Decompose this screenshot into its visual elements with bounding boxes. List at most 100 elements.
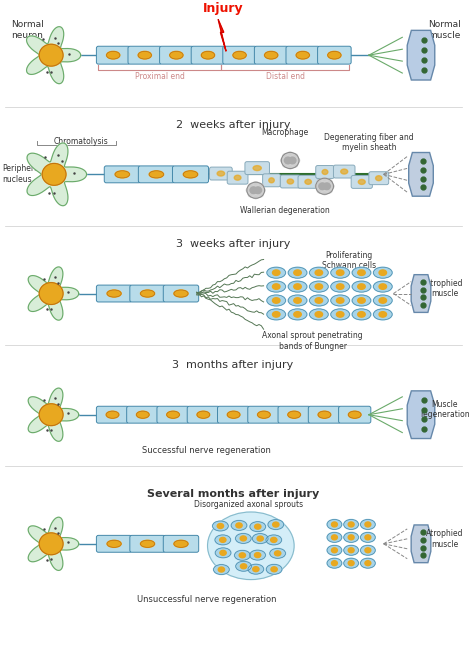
Ellipse shape — [288, 281, 307, 292]
FancyBboxPatch shape — [333, 165, 355, 178]
Polygon shape — [409, 153, 433, 196]
Ellipse shape — [39, 44, 63, 66]
Ellipse shape — [374, 281, 392, 292]
Ellipse shape — [318, 190, 320, 192]
Ellipse shape — [260, 184, 263, 186]
Ellipse shape — [217, 171, 225, 176]
Text: Peripheral
nucleus: Peripheral nucleus — [2, 165, 41, 184]
Ellipse shape — [331, 267, 349, 278]
Ellipse shape — [246, 189, 249, 192]
Polygon shape — [27, 143, 87, 206]
Ellipse shape — [266, 535, 282, 545]
Ellipse shape — [138, 52, 152, 59]
Ellipse shape — [250, 522, 265, 531]
FancyBboxPatch shape — [286, 46, 319, 64]
Ellipse shape — [107, 52, 120, 59]
Ellipse shape — [319, 183, 326, 190]
Text: Wallerian degeneration: Wallerian degeneration — [240, 206, 330, 215]
Ellipse shape — [337, 311, 344, 317]
Ellipse shape — [208, 512, 294, 580]
Ellipse shape — [239, 553, 246, 558]
Ellipse shape — [331, 522, 337, 527]
Ellipse shape — [167, 411, 180, 418]
Polygon shape — [28, 267, 79, 320]
Text: Normal
neuron: Normal neuron — [11, 20, 44, 40]
Text: Proliferating
Schwann cells: Proliferating Schwann cells — [322, 251, 376, 270]
Ellipse shape — [289, 152, 292, 155]
Ellipse shape — [288, 267, 307, 278]
Ellipse shape — [310, 267, 328, 278]
Ellipse shape — [341, 169, 348, 174]
Ellipse shape — [315, 297, 323, 303]
FancyBboxPatch shape — [351, 175, 373, 188]
Ellipse shape — [39, 404, 63, 426]
Ellipse shape — [310, 281, 328, 292]
FancyBboxPatch shape — [369, 172, 389, 184]
Ellipse shape — [266, 564, 282, 574]
FancyBboxPatch shape — [128, 46, 162, 64]
Ellipse shape — [331, 281, 349, 292]
Ellipse shape — [271, 537, 277, 543]
Ellipse shape — [323, 183, 330, 190]
Text: Muscle
regeneration: Muscle regeneration — [420, 400, 469, 420]
Ellipse shape — [331, 548, 337, 553]
Ellipse shape — [149, 171, 164, 178]
Ellipse shape — [352, 295, 371, 306]
Ellipse shape — [331, 535, 337, 540]
FancyBboxPatch shape — [163, 535, 199, 552]
Text: Axonal sprout penetrating
bands of Bungner: Axonal sprout penetrating bands of Bungn… — [263, 331, 363, 351]
FancyBboxPatch shape — [163, 285, 199, 302]
Text: Macrophage: Macrophage — [262, 128, 309, 137]
Text: Distal end: Distal end — [266, 72, 305, 81]
Ellipse shape — [344, 558, 358, 568]
FancyBboxPatch shape — [280, 175, 301, 188]
Ellipse shape — [352, 309, 371, 320]
Ellipse shape — [344, 520, 358, 529]
Ellipse shape — [267, 309, 286, 320]
Ellipse shape — [219, 537, 226, 543]
Ellipse shape — [337, 297, 344, 303]
Polygon shape — [28, 388, 79, 442]
Text: Successful nerve regeneration: Successful nerve regeneration — [142, 446, 271, 455]
Ellipse shape — [294, 297, 301, 303]
FancyBboxPatch shape — [278, 407, 310, 423]
Ellipse shape — [331, 295, 349, 306]
Ellipse shape — [253, 566, 259, 572]
Ellipse shape — [257, 411, 270, 418]
Ellipse shape — [217, 524, 224, 528]
FancyBboxPatch shape — [318, 46, 351, 64]
Ellipse shape — [348, 561, 354, 566]
Ellipse shape — [115, 171, 129, 178]
Polygon shape — [407, 391, 435, 438]
Ellipse shape — [283, 154, 286, 157]
Ellipse shape — [281, 153, 299, 169]
FancyBboxPatch shape — [104, 166, 140, 183]
Ellipse shape — [310, 309, 328, 320]
Ellipse shape — [183, 171, 198, 178]
Ellipse shape — [305, 179, 311, 184]
Polygon shape — [28, 517, 79, 570]
Text: Several months after injury: Several months after injury — [147, 489, 319, 499]
Ellipse shape — [236, 561, 252, 571]
Ellipse shape — [269, 178, 274, 183]
Ellipse shape — [267, 267, 286, 278]
Ellipse shape — [234, 175, 241, 180]
FancyBboxPatch shape — [138, 166, 174, 183]
Ellipse shape — [294, 270, 301, 276]
Ellipse shape — [361, 532, 375, 542]
Ellipse shape — [288, 411, 301, 418]
Polygon shape — [411, 525, 431, 563]
Ellipse shape — [247, 182, 264, 198]
Text: 3  months after injury: 3 months after injury — [173, 360, 294, 370]
Ellipse shape — [327, 558, 342, 568]
Ellipse shape — [358, 284, 365, 290]
FancyBboxPatch shape — [160, 46, 193, 64]
Ellipse shape — [273, 270, 280, 276]
FancyBboxPatch shape — [127, 407, 159, 423]
Ellipse shape — [318, 180, 320, 182]
Polygon shape — [407, 30, 435, 80]
Ellipse shape — [365, 535, 371, 540]
Ellipse shape — [323, 192, 326, 195]
Ellipse shape — [42, 163, 66, 185]
Ellipse shape — [273, 311, 280, 317]
